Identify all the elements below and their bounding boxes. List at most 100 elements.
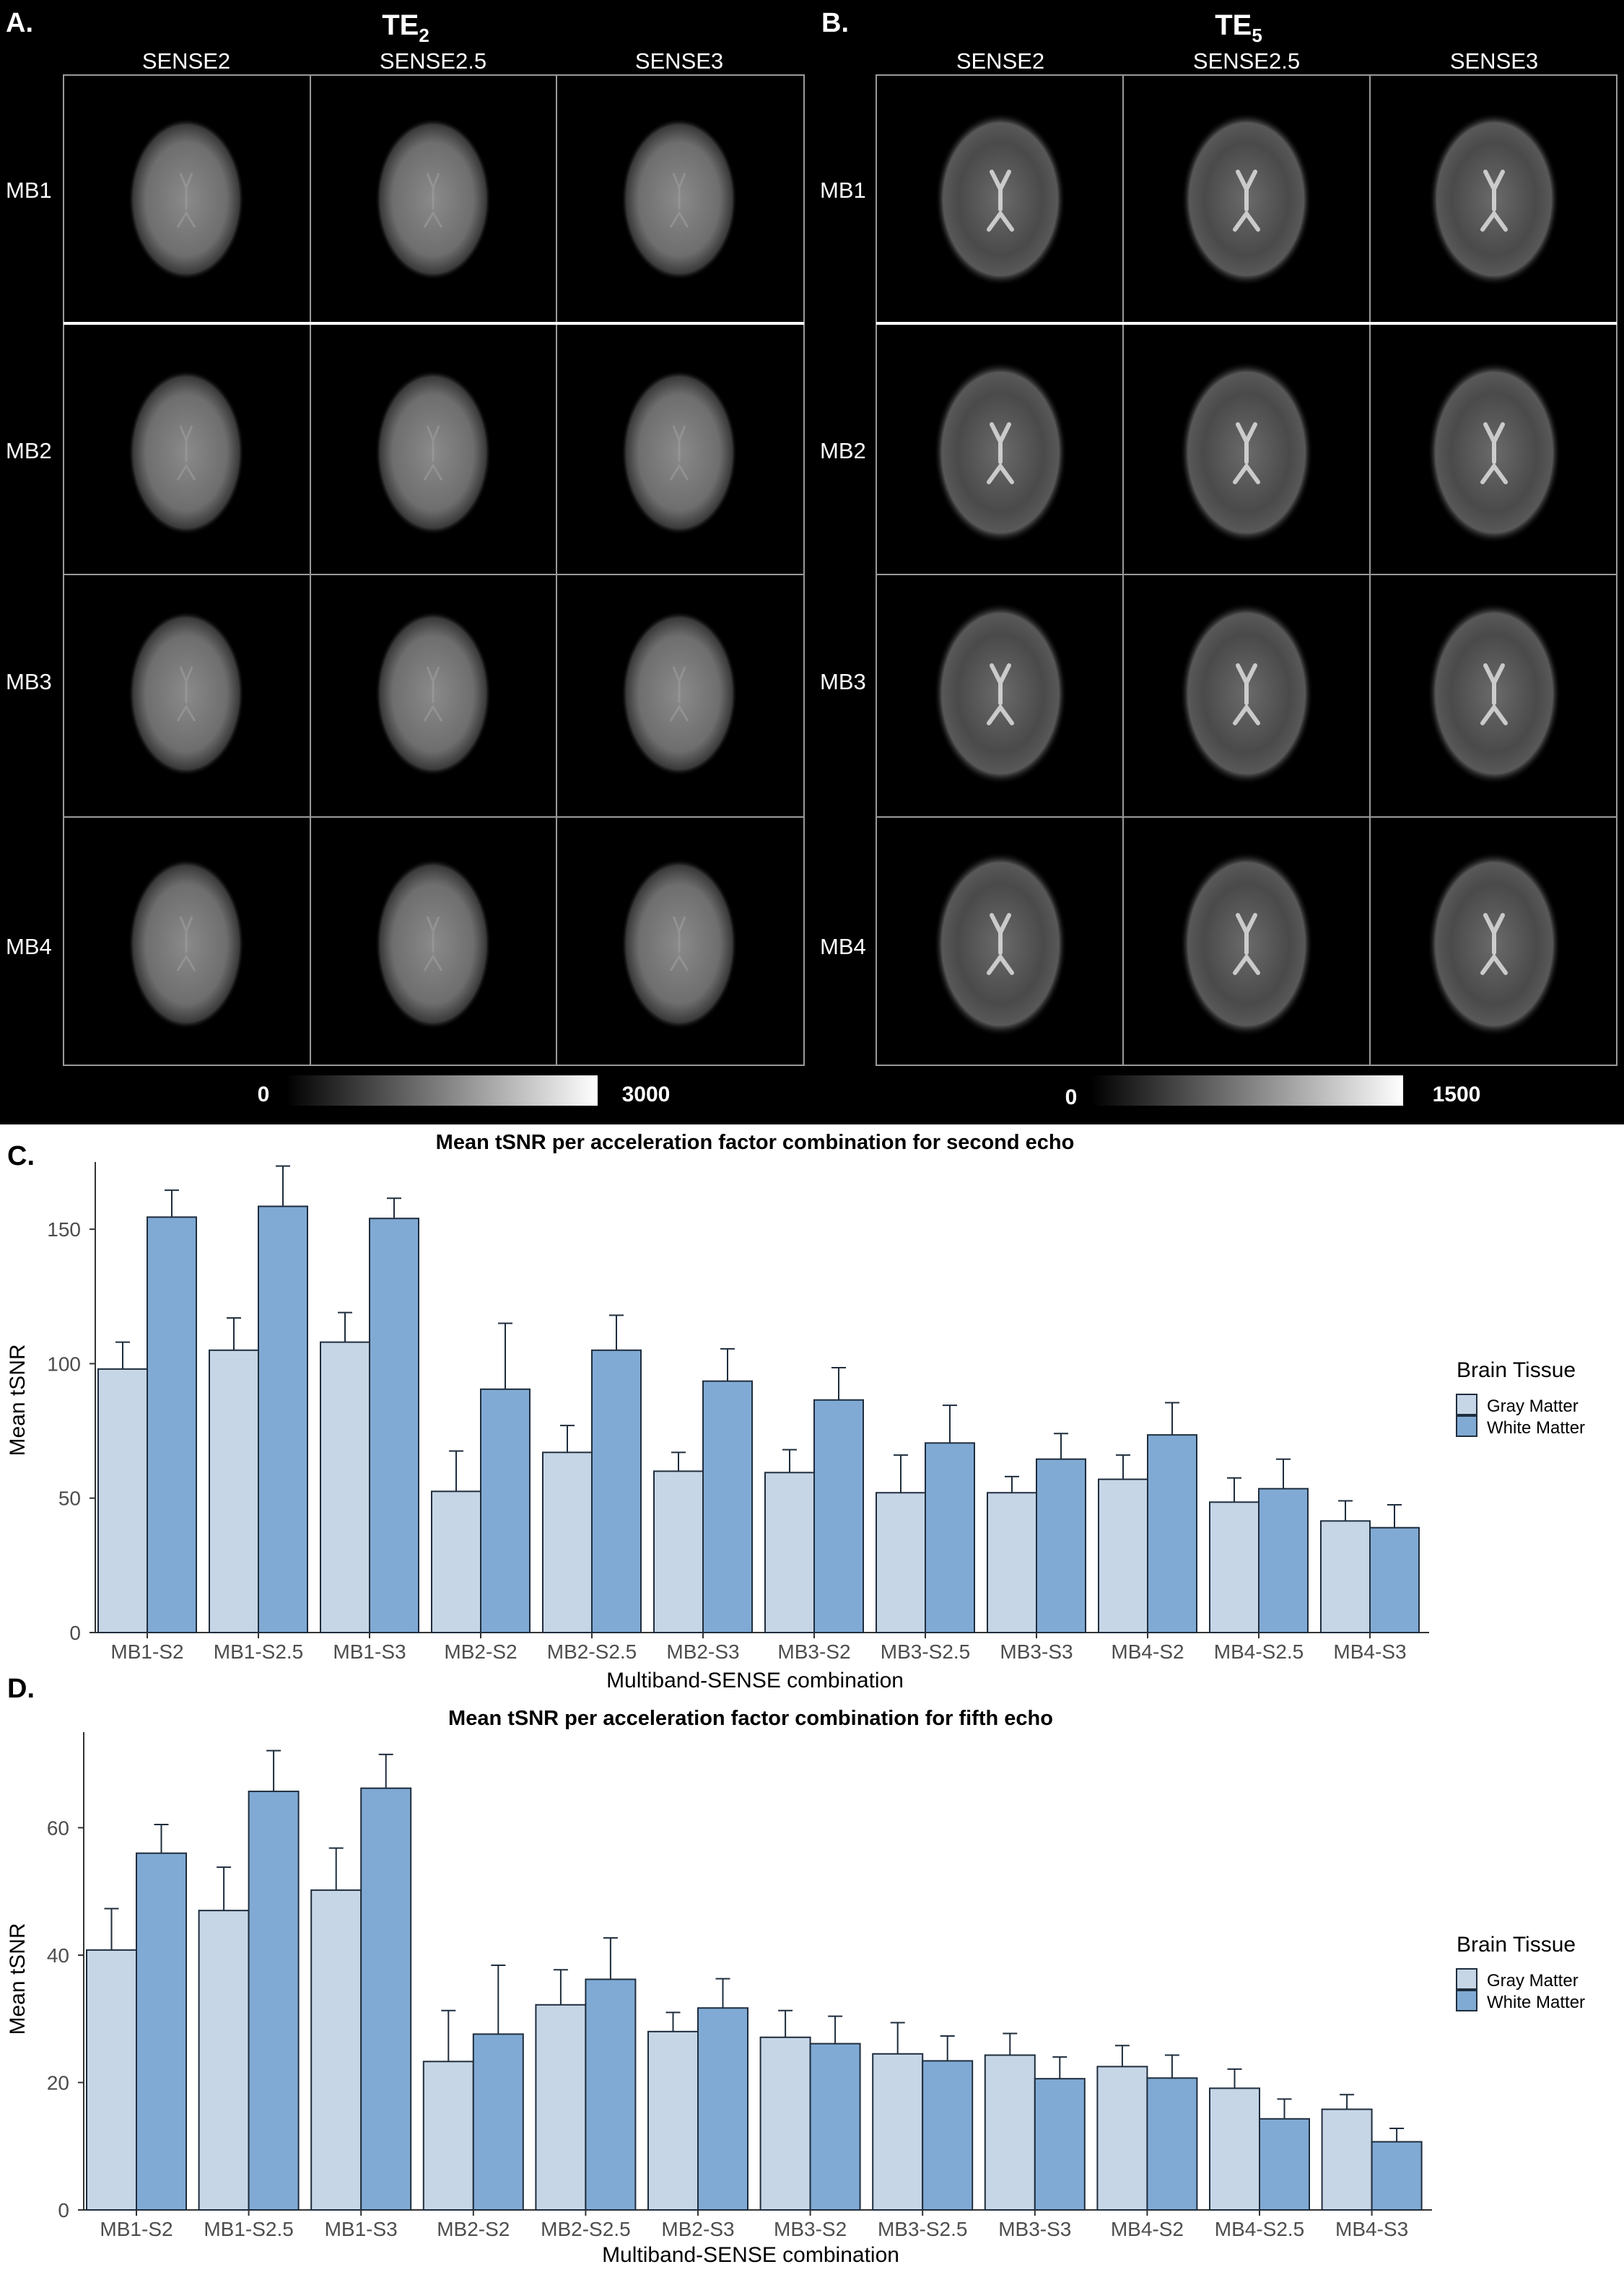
chart-d-plot-area: 0 20 40 60 MB1-S2 MB1-S2.5 MB1-S3 MB2-S2 MB2-S2.… <box>47 1732 1432 2240</box>
bar-white-matter <box>136 1852 187 2211</box>
error-bar <box>115 1341 130 1369</box>
bar-white-matter <box>480 1388 531 1634</box>
chart-d-title: Mean tSNR per acceleration factor combin… <box>448 1707 1053 1730</box>
bar-gray-matter <box>653 1470 704 1634</box>
error-bar <box>378 1753 393 1788</box>
bar-white-matter <box>809 2042 861 2211</box>
x-tick-label: MB2-S2 <box>437 2218 510 2240</box>
error-bar <box>828 2015 843 2044</box>
error-bar <box>715 1978 730 2009</box>
error-bar <box>560 1425 575 1453</box>
error-bar <box>449 1450 463 1492</box>
panel-b-colorbar: 0 1500 <box>1035 1071 1507 1122</box>
error-bar <box>671 1451 686 1472</box>
bar-gray-matter <box>97 1368 148 1633</box>
error-bar <box>603 1937 618 1980</box>
panel-b-row-label: MB1 <box>820 178 866 203</box>
error-bar <box>328 1847 344 1890</box>
panel-b-row-label: MB3 <box>820 669 866 694</box>
panel-a-colorbar-max: 3000 <box>622 1083 671 1106</box>
error-bar <box>387 1197 401 1219</box>
error-bar <box>1389 2128 1405 2142</box>
bar-white-matter <box>1369 1526 1420 1633</box>
bar-white-matter <box>1258 1487 1309 1634</box>
chart-c: C. Mean tSNR per acceleration factor com… <box>6 1131 1585 1692</box>
legend-swatch-gray-matter <box>1456 1968 1477 1990</box>
panel-a-letter: A. <box>6 8 33 38</box>
x-tick-label: MB1-S2 <box>100 2218 173 2240</box>
error-bar <box>894 1454 908 1493</box>
error-bar <box>491 1965 506 2035</box>
x-tick-label: MB4-S2.5 <box>1214 1640 1304 1663</box>
chart-c-legend-title: Brain Tissue <box>1457 1358 1576 1382</box>
error-bar <box>778 2009 793 2037</box>
error-bar <box>1164 2054 1179 2079</box>
panel-b-col-label: SENSE2.5 <box>1193 48 1300 74</box>
y-tick-label: 0 <box>58 2199 69 2221</box>
bar-gray-matter <box>987 1492 1037 1634</box>
error-bar <box>831 1367 846 1400</box>
x-tick-label: MB4-S2 <box>1111 1640 1184 1663</box>
bar-gray-matter <box>198 1910 250 2211</box>
panel-a-echo-title: TE2 <box>382 9 429 46</box>
y-tick-label: 20 <box>47 2071 69 2094</box>
bar-white-matter <box>925 1442 975 1634</box>
panel-b-colorbar-max: 1500 <box>1433 1083 1481 1106</box>
bar-gray-matter <box>542 1451 593 1634</box>
error-bar <box>498 1322 512 1389</box>
error-bar <box>1338 1500 1353 1521</box>
x-tick-label: MB4-S2 <box>1111 2218 1184 2240</box>
bar-gray-matter <box>320 1341 370 1633</box>
error-bar <box>1114 2045 1130 2067</box>
chart-d-legend-title: Brain Tissue <box>1457 1933 1576 1957</box>
bar-gray-matter <box>209 1349 259 1634</box>
y-tick-label: 100 <box>47 1353 81 1375</box>
panel-a-col-label: SENSE2.5 <box>380 48 486 74</box>
bar-white-matter <box>702 1380 753 1634</box>
error-bar <box>165 1189 179 1218</box>
y-tick-label: 60 <box>47 1817 69 1839</box>
panel-b-letter: B. <box>821 8 849 38</box>
x-tick-label: MB3-S3 <box>1000 1640 1073 1663</box>
error-bar <box>1054 1433 1068 1459</box>
panel-b: B. TE5 SENSE2 SENSE2.5 SENSE3 MB1 MB2 MB… <box>811 0 1624 1124</box>
bar-gray-matter <box>984 2054 1036 2211</box>
error-bar <box>104 1908 119 1950</box>
error-bar <box>1387 1504 1402 1528</box>
y-tick-label: 150 <box>47 1218 81 1241</box>
chart-d-y-axis-title: Mean tSNR <box>6 1923 30 2035</box>
bar-gray-matter <box>759 2036 811 2211</box>
panel-b-col-label: SENSE3 <box>1450 48 1538 74</box>
x-tick-label: MB4-S2.5 <box>1215 2218 1305 2240</box>
chart-c-plot-area: 0 50 100 150 MB1-S2 MB1-S2.5 MB1-S3 MB2-S2 MB2-S… <box>47 1162 1429 1663</box>
x-tick-label: MB1-S2.5 <box>204 2218 294 2240</box>
bar-gray-matter <box>872 2053 924 2211</box>
error-bar <box>720 1347 735 1381</box>
bar-gray-matter <box>310 1889 362 2211</box>
chart-c-legend-label-white: White Matter <box>1487 1418 1585 1438</box>
panel-a-row-label: MB2 <box>6 438 52 463</box>
bar-gray-matter <box>1209 2087 1260 2211</box>
panel-a-colorbar: 0 3000 <box>230 1071 670 1117</box>
x-tick-label: MB2-S2.5 <box>547 1640 637 1663</box>
x-tick-label: MB1-S3 <box>333 1640 406 1663</box>
bar-white-matter <box>591 1349 642 1634</box>
chart-d: D. Mean tSNR per acceleration factor com… <box>6 1674 1585 2267</box>
error-bar <box>154 1823 169 1853</box>
bar-white-matter <box>1036 1458 1086 1633</box>
chart-c-x-axis-title: Multiband-SENSE combination <box>606 1669 904 1692</box>
error-bar <box>1052 2056 1068 2079</box>
x-tick-label: MB4-S3 <box>1335 2218 1408 2240</box>
panel-b-row-label: MB4 <box>820 934 866 959</box>
legend-swatch-white-matter <box>1456 1990 1477 2011</box>
chart-c-y-axis-title: Mean tSNR <box>6 1344 30 1456</box>
error-bar <box>1227 2068 1242 2089</box>
bar-gray-matter <box>431 1490 481 1633</box>
bar-white-matter <box>248 1791 300 2211</box>
panel-b-echo-title: TE5 <box>1215 9 1262 46</box>
panel-a-row-label: MB3 <box>6 669 52 694</box>
bar-white-matter <box>472 2033 524 2211</box>
x-tick-label: MB2-S3 <box>661 2218 734 2240</box>
error-bar <box>553 1969 568 2005</box>
bar-white-matter <box>585 1978 637 2211</box>
